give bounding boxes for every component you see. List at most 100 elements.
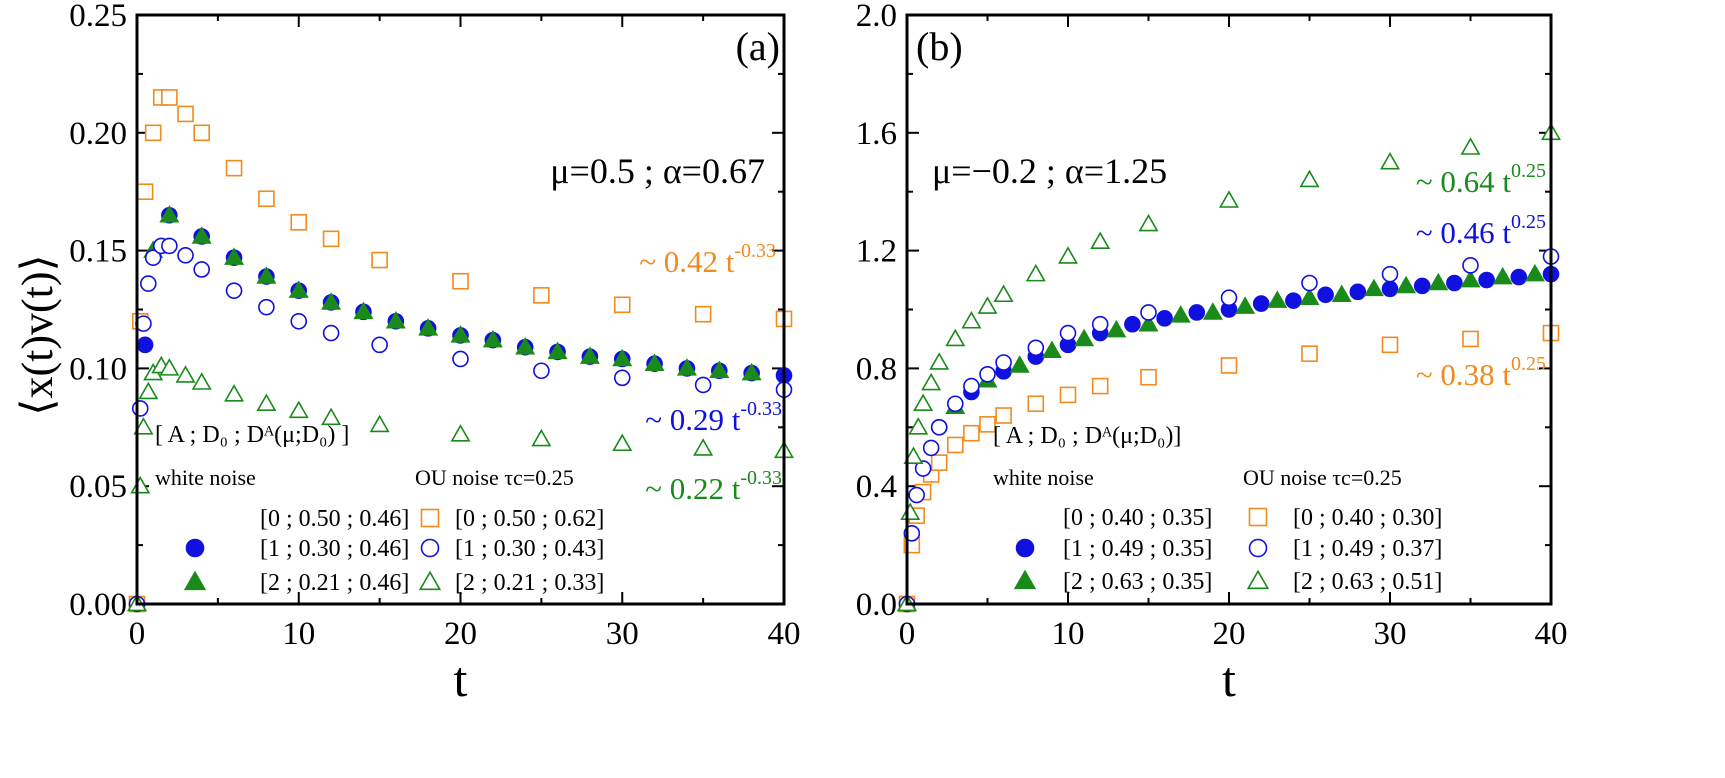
y-tick-label: 0.0 <box>856 587 897 623</box>
data-point <box>1059 324 1077 342</box>
data-point <box>1138 313 1159 332</box>
data-point <box>741 362 762 381</box>
data-point <box>533 362 550 380</box>
y-tick-label: 0.15 <box>69 234 127 270</box>
data-point <box>288 280 309 298</box>
annotation-text: ~ 0.42 t <box>639 244 735 279</box>
legend-ou-entry: [0 ; 0.50 ; 0.62] <box>455 506 604 532</box>
legend-white-entry: [2 ; 0.63 ; 0.35] <box>1063 569 1212 595</box>
data-point <box>945 328 966 347</box>
x-tick-label: 40 <box>1535 616 1568 652</box>
data-point <box>225 159 243 177</box>
data-point <box>1090 231 1111 250</box>
panel-label: (a) <box>736 24 780 69</box>
data-point <box>1363 278 1384 297</box>
data-point <box>191 226 212 244</box>
annotation-text: ~ 0.22 t <box>645 471 741 506</box>
x-tick-label: 10 <box>1052 616 1085 652</box>
data-point <box>930 418 948 436</box>
legend-white-title: white noise <box>155 465 256 490</box>
x-axis-label: t <box>454 651 468 707</box>
legend-marker <box>420 538 440 558</box>
legend-header: [ A ; D₀ ; Dᴬ(μ;D₀) ] <box>155 422 349 448</box>
x-axis-label: t <box>1222 651 1236 707</box>
data-point <box>1140 368 1157 386</box>
legend-header: [ A ; D₀ ; Dᴬ(μ;D₀)] <box>993 423 1181 449</box>
annotation-exponent: 0.25 <box>1511 160 1546 182</box>
data-point <box>644 353 665 371</box>
x-tick-label: 20 <box>1213 616 1246 652</box>
x-tick-label: 0 <box>129 616 146 652</box>
data-point <box>1220 357 1238 374</box>
data-point <box>256 266 277 284</box>
legend-white-entry: [0 ; 0.40 ; 0.35] <box>1063 505 1212 531</box>
data-point <box>1252 295 1270 312</box>
legend-marker <box>1246 569 1270 590</box>
data-point <box>676 358 697 376</box>
data-point <box>130 475 151 494</box>
data-point <box>177 247 194 264</box>
data-point <box>1138 213 1159 232</box>
data-point <box>908 486 925 504</box>
legend-marker <box>183 570 207 591</box>
scaling-annotation: ~ 0.38 t0.25 <box>1416 353 1546 392</box>
data-point <box>322 324 340 342</box>
data-point <box>922 439 940 457</box>
data-point <box>191 372 212 390</box>
data-point <box>1140 304 1157 321</box>
data-point <box>1057 246 1079 264</box>
data-point <box>1349 283 1367 301</box>
y-tick-label: 0.10 <box>69 351 127 387</box>
legend-marker <box>420 508 440 528</box>
series-open-circle-blue <box>898 248 1560 613</box>
data-point <box>175 365 196 383</box>
legend-marker <box>418 570 442 591</box>
annotation-exponent: 0.25 <box>1511 353 1546 375</box>
legend-white-entry: [1 ; 0.30 ; 0.46] <box>260 536 409 562</box>
data-point <box>929 352 950 370</box>
x-tick-label: 10 <box>282 616 315 652</box>
legend-ou-title: OU noise τc=0.25 <box>1243 465 1402 490</box>
data-point <box>693 438 714 456</box>
scaling-annotation: ~ 0.42 t-0.33 <box>639 240 776 279</box>
data-point <box>1235 296 1256 314</box>
x-tick-label: 40 <box>768 616 801 652</box>
annotation-exponent: -0.33 <box>734 240 776 262</box>
y-tick-label: 2.0 <box>856 0 897 34</box>
data-point <box>136 336 154 354</box>
panel-a: 0 10 20 30 40 0.00 0.05 0.10 0.15 0.20 0.25 t (a) μ=0… <box>69 0 800 707</box>
data-point <box>482 329 503 348</box>
data-point <box>946 395 964 413</box>
panel-label: (b) <box>916 24 963 69</box>
parameters-label: μ=0.5 ; α=0.67 <box>550 151 765 191</box>
legend-ou-entry: [0 ; 0.40 ; 0.30] <box>1293 505 1442 531</box>
data-point <box>1413 277 1431 295</box>
data-point <box>612 433 633 452</box>
data-point <box>1299 169 1320 188</box>
data-point <box>1381 265 1399 283</box>
legend-marker <box>1248 507 1268 527</box>
annotation-exponent: -0.33 <box>740 398 782 420</box>
data-point <box>946 436 964 454</box>
data-point <box>533 287 550 304</box>
annotation-exponent: -0.33 <box>740 467 782 489</box>
annotation-text: ~ 0.38 t <box>1416 357 1512 392</box>
data-point <box>193 261 210 278</box>
x-tick-label: 20 <box>444 616 477 652</box>
data-point <box>136 183 154 200</box>
y-tick-label: 0.05 <box>69 469 127 505</box>
data-point <box>1025 263 1046 282</box>
data-point <box>961 311 982 329</box>
series-open-triangle-green <box>126 355 795 612</box>
legend: [ A ; D₀ ; Dᴬ(μ;D₀) ] white noise OU noise… <box>155 422 604 596</box>
data-point <box>1267 290 1288 308</box>
data-point <box>613 369 631 387</box>
data-point <box>1285 292 1302 309</box>
scaling-annotation: ~ 0.29 t-0.33 <box>645 398 782 437</box>
x-tick-label: 30 <box>1374 616 1407 652</box>
scaling-annotation: ~ 0.22 t-0.33 <box>645 467 782 506</box>
data-point <box>1396 275 1417 294</box>
data-point <box>161 89 178 106</box>
data-point <box>1462 330 1479 348</box>
data-point <box>1460 137 1481 155</box>
